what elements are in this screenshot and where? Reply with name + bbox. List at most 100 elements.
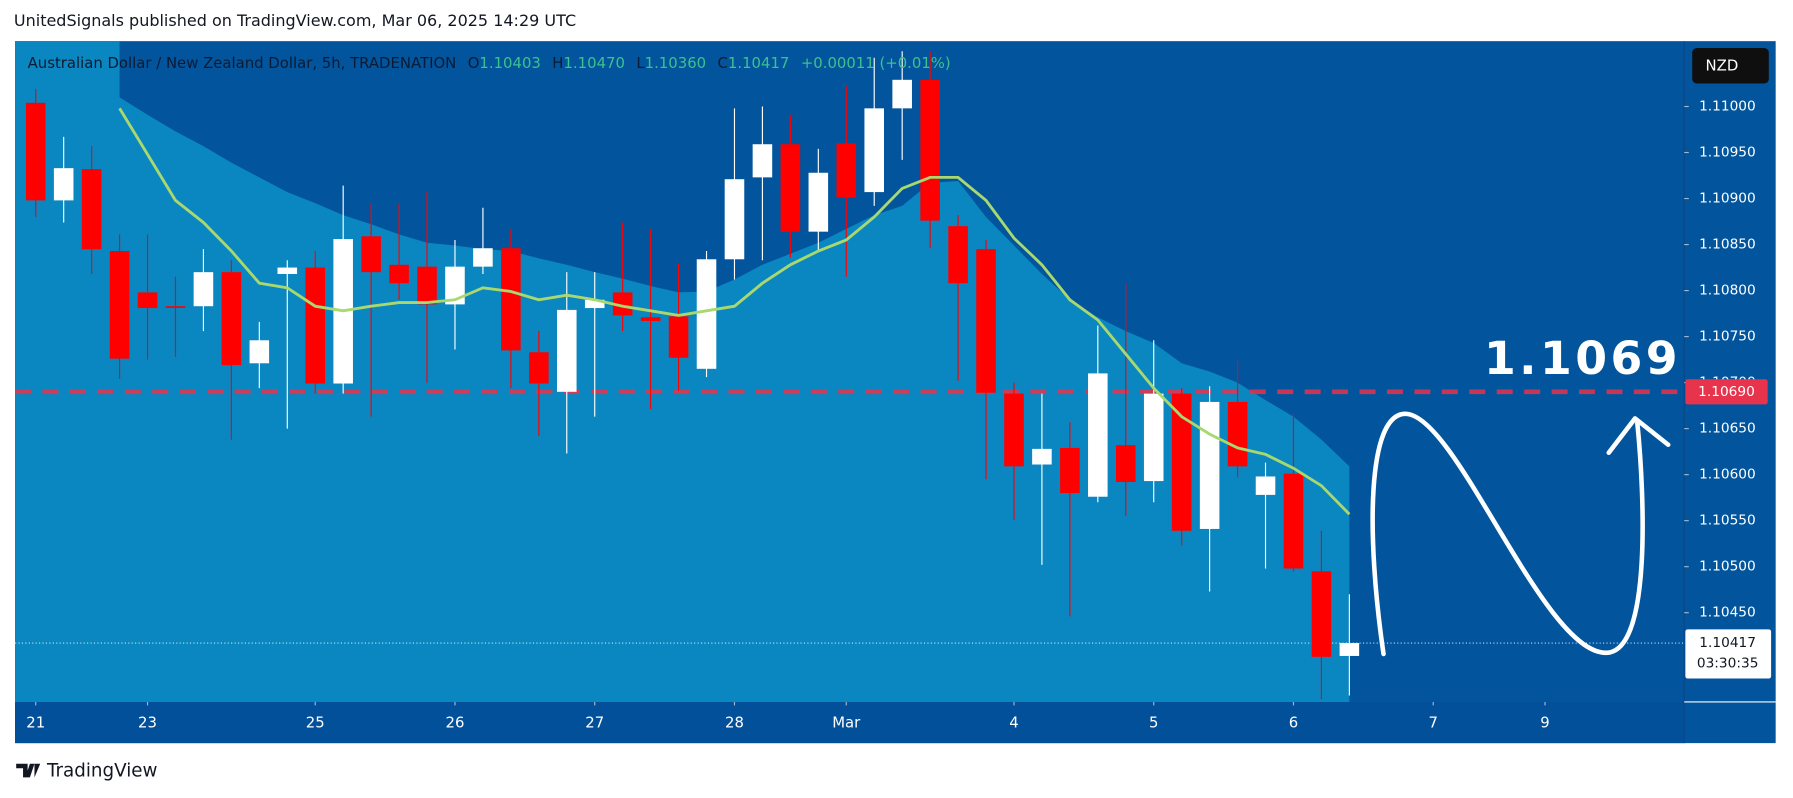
x-tick-label: 27	[585, 714, 604, 732]
candle-body	[864, 108, 885, 193]
candle-body	[696, 259, 717, 369]
candle-body	[1088, 373, 1108, 497]
arrow-curve	[1370, 411, 1645, 657]
x-axis-background	[15, 701, 1685, 744]
x-tick-label: 6	[1289, 714, 1298, 732]
candle-body	[724, 179, 745, 260]
y-tick-label: 1.10800	[1699, 283, 1756, 299]
candle-body	[668, 316, 689, 358]
y-tick-label: 1.10600	[1699, 467, 1756, 483]
level-tag-box	[1685, 379, 1768, 405]
y-tick-label: 1.10850	[1699, 237, 1756, 253]
candle-body	[81, 169, 102, 250]
candle-body	[221, 272, 242, 366]
candle-body	[25, 102, 46, 201]
band-area	[15, 41, 1350, 702]
candle-body	[836, 143, 857, 198]
x-tick-label: 5	[1149, 714, 1158, 732]
x-tick-label: 23	[138, 714, 157, 732]
x-tick-label: Mar	[832, 714, 861, 732]
candle-body	[529, 352, 549, 384]
overlay: 1.10450 1.10500 1.10550 1.10600 1.10650 1.107…	[26, 48, 1772, 732]
candle-body	[1032, 448, 1052, 465]
tradingview-logo: TradingView	[16, 761, 158, 782]
candle-body	[1199, 401, 1220, 529]
candle-body	[920, 79, 940, 221]
y-tick-label: 1.10550	[1699, 513, 1756, 529]
candle-body	[249, 340, 270, 364]
moving-average	[118, 107, 1351, 516]
y-tick-label: 1.10650	[1699, 421, 1756, 437]
logo-mark	[16, 763, 41, 778]
candle-body	[780, 144, 801, 232]
candle-body	[612, 292, 633, 316]
footer-brand: TradingView	[46, 761, 158, 782]
plot-area	[15, 41, 1685, 702]
candle-body	[1255, 476, 1276, 495]
candle-body	[473, 248, 493, 267]
candle-body	[556, 309, 577, 392]
x-tick-label: 28	[725, 714, 744, 732]
ohlc-key: H	[552, 54, 563, 72]
candle-body	[892, 79, 912, 109]
candle-body	[501, 248, 521, 351]
candle-body	[1115, 445, 1136, 483]
x-tick-label: 7	[1428, 714, 1437, 732]
publish-header: UnitedSignals published on TradingView.c…	[14, 11, 576, 30]
candle-body	[1004, 393, 1024, 467]
x-tick-label: 26	[446, 714, 465, 732]
candle-body	[1283, 473, 1304, 569]
y-tick-label: 1.10750	[1699, 329, 1756, 345]
candle-body	[948, 226, 968, 284]
change: +0.00011 (+0.01%)	[801, 54, 951, 72]
candle-body	[137, 292, 158, 309]
currency: NZD	[1706, 56, 1739, 74]
last-price: 1.10417	[1699, 635, 1756, 651]
y-tick-label: 1.10500	[1699, 559, 1756, 575]
candle-body	[752, 144, 773, 178]
ohlc-key: O	[468, 54, 480, 72]
symbol-name: Australian Dollar / New Zealand Dollar, …	[28, 54, 457, 72]
ohlc-key: L	[636, 54, 645, 72]
candle-body	[417, 266, 437, 305]
candle-body	[640, 317, 661, 321]
x-tick-label: 21	[26, 714, 45, 732]
x-tick-label: 9	[1540, 714, 1549, 732]
ohlc-value: 1.10360	[645, 54, 706, 72]
candle-body	[389, 264, 409, 284]
arrow-head	[1606, 416, 1671, 456]
y-tick-label: 1.10950	[1699, 145, 1756, 161]
candle-body	[445, 266, 465, 305]
ohlc-value: 1.10403	[479, 54, 540, 72]
y-tick-label: 1.10900	[1699, 191, 1756, 207]
x-tick-label: 4	[1009, 714, 1018, 732]
ohlc-value: 1.10417	[728, 54, 789, 72]
candle-body	[1311, 571, 1332, 657]
countdown: 03:30:35	[1697, 656, 1759, 672]
candle-body	[1339, 643, 1360, 656]
level-label: 1.1069	[1484, 332, 1681, 385]
legend: Australian Dollar / New Zealand Dollar, …	[28, 54, 951, 72]
candle-body	[1171, 393, 1192, 531]
last-price-box	[1685, 629, 1772, 679]
candle-body	[1060, 447, 1080, 494]
candle-body	[165, 306, 186, 308]
currency-box	[1692, 48, 1769, 84]
candle-body	[976, 249, 996, 393]
candle-body	[277, 267, 298, 275]
y-tick-label: 1.10450	[1699, 605, 1756, 621]
candle-body	[1227, 401, 1248, 467]
y-tick-label: 1.11000	[1699, 99, 1756, 115]
candle-body	[1143, 393, 1164, 482]
candle-body	[193, 272, 214, 307]
level-tag: 1.10690	[1698, 384, 1755, 400]
hand-drawn-arrow	[1370, 411, 1671, 657]
candle-body	[109, 250, 130, 359]
candle-body	[53, 168, 74, 201]
candle-body	[361, 236, 381, 273]
ohlc-value: 1.10470	[563, 54, 624, 72]
candle-body	[584, 299, 605, 309]
ohlc-key: C	[718, 54, 728, 72]
